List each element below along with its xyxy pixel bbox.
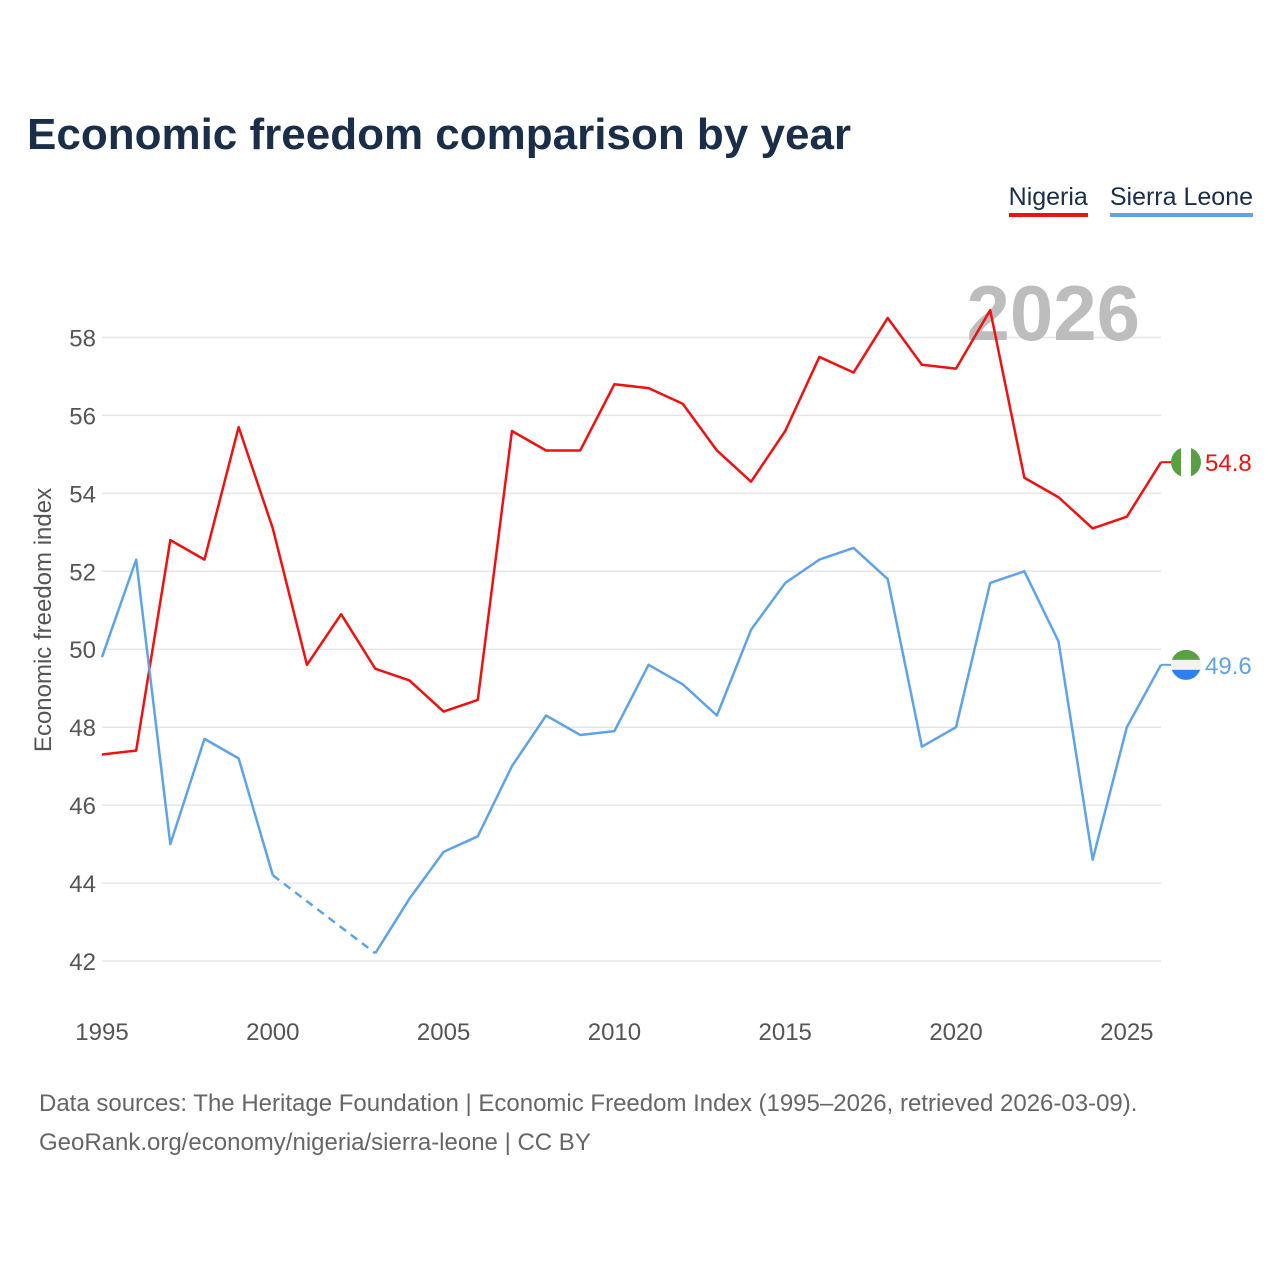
sierra-leone-line-0 (100, 558, 275, 876)
legend-nigeria[interactable]: Nigeria (1008, 183, 1088, 217)
source-line-2[interactable]: GeoRank.org/economy/nigeria/sierra-leone… (39, 1129, 591, 1156)
x-tick-2005: 2005 (417, 1019, 470, 1046)
sierra-leone-flag-icon (1171, 649, 1201, 680)
sierra-leone-gap-line (272, 874, 377, 955)
x-tick-2010: 2010 (588, 1019, 641, 1046)
line-chart: 42 44 46 48 50 52 54 56 58 1995 2000 2005 2010 2015 20… (30, 269, 1252, 1046)
sierra-leone-end-label: 49.6 (1205, 653, 1252, 680)
x-tick-1995: 1995 (75, 1019, 128, 1046)
y-tick-46: 46 (69, 793, 96, 820)
source-line-1: Data sources: The Heritage Foundation | … (39, 1090, 1138, 1117)
chart-title: Economic freedom comparison by year (27, 110, 852, 159)
y-tick-44: 44 (69, 871, 96, 898)
y-tick-42: 42 (69, 949, 96, 976)
y-tick-50: 50 (69, 637, 96, 664)
y-tick-52: 52 (69, 559, 96, 586)
legend-sierra-leone[interactable]: Sierra Leone (1109, 183, 1253, 217)
data-source: Data sources: The Heritage Foundation | … (39, 1084, 1137, 1162)
y-tick-48: 48 (69, 715, 96, 742)
x-tick-2025: 2025 (1100, 1019, 1153, 1046)
y-tick-58: 58 (69, 325, 96, 352)
x-tick-2015: 2015 (759, 1019, 812, 1046)
x-tick-2000: 2000 (246, 1019, 299, 1046)
y-tick-56: 56 (69, 403, 96, 430)
x-tick-2020: 2020 (929, 1019, 982, 1046)
year-label: 2026 (966, 269, 1140, 357)
legend: Nigeria Sierra Leone (1008, 183, 1253, 217)
nigeria-flag-icon (1171, 447, 1201, 478)
y-tick-54: 54 (69, 481, 96, 508)
y-axis-label: Economic freedom index (30, 488, 57, 752)
sierra-leone-line-1 (374, 546, 1163, 954)
nigeria-end-label: 54.8 (1205, 450, 1252, 477)
nigeria-line-0 (101, 308, 1163, 756)
